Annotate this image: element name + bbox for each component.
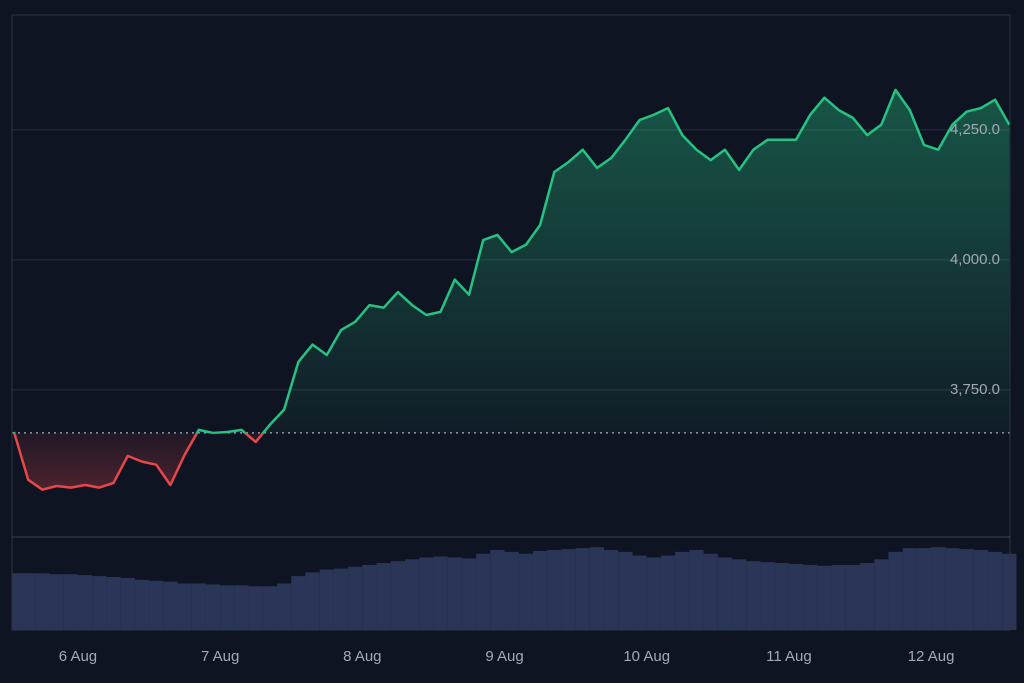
volume-bar [532,550,548,630]
volume-bar [134,579,150,630]
volume-bar [788,563,804,630]
volume-bar [675,551,690,630]
x-tick-label: 11 Aug [766,648,812,665]
volume-bar [248,586,263,630]
volume-bar [518,553,533,630]
volume-bar [376,563,391,630]
volume-bar [333,568,349,630]
volume-bar [888,551,903,630]
x-tick-label: 9 Aug [485,648,523,665]
volume-bar [234,585,249,630]
x-tick-label: 10 Aug [623,648,670,665]
volume-bar [476,553,491,630]
volume-bar [49,574,64,630]
y-tick-label: 4,250.0 [950,121,1000,138]
volume-bar [21,573,36,630]
volume-bar [604,550,619,630]
price-area [14,89,1010,490]
volume-bar [63,574,78,630]
volume-bar [618,551,633,630]
volume-bar [874,559,889,630]
plot [12,88,1011,491]
y-tick-label: 4,000.0 [950,251,1000,268]
volume-bar [732,559,747,630]
labels: 3,750.0 4,000.0 4,250.0 6 Aug 7 Aug 8 Aug 9 Au… [59,121,1000,665]
volume-bar [689,550,704,630]
volume-bar [319,569,334,630]
volume-bar [987,551,1003,630]
volume-bar [774,563,789,630]
volume-bar [760,562,775,630]
volume-bar [405,559,420,630]
y-tick-label: 3,750.0 [950,381,1000,398]
volume-bar [277,583,292,630]
plot-border [11,14,1011,631]
volume-bar [149,580,164,630]
volume-bar [973,550,988,630]
volume-bar [419,557,434,630]
volume-bar [746,561,761,630]
volume-bar [561,549,576,630]
volume-bar [390,561,406,630]
volume-bar [461,558,477,630]
volume-bar [291,576,306,630]
volume-bar [547,550,562,630]
volume-bar [632,555,647,630]
volume-bar [92,576,107,630]
volume-bar [163,581,178,630]
volume-bar [717,557,733,630]
volume-bar [205,584,221,630]
volume-bar [703,553,718,630]
volume-bar [1002,553,1017,630]
volume-bar [646,557,661,630]
volume-bar [177,583,192,630]
price-line [12,88,1011,491]
volume-panel [12,547,1017,630]
volume-bar [817,565,832,630]
x-tick-label: 12 Aug [908,648,955,665]
volume-bar [433,556,448,630]
volume-bar [902,548,917,630]
volume-bar [490,550,505,630]
volume-bar [831,564,846,630]
volume-bar [845,564,860,630]
volume-bar [262,586,278,630]
volume-bar [362,564,377,630]
x-tick-label: 7 Aug [201,648,239,665]
volume-bar [35,573,50,630]
volume-bar [859,563,875,630]
volume-bar [77,575,93,630]
volume-bar [120,577,135,630]
volume-bar [660,555,676,630]
volume-bar [220,585,235,630]
volume-bar [959,549,974,630]
volume-bar [931,547,946,630]
x-tick-label: 8 Aug [343,648,381,665]
x-tick-label: 6 Aug [59,648,97,665]
volume-bar [504,551,519,630]
volume-bar [945,548,960,630]
volume-bar [803,564,818,630]
volume-bar [447,557,462,630]
volume-bar [589,547,605,630]
volume-bar [575,548,590,630]
volume-bar [305,572,320,630]
volume-bar [916,548,932,630]
volume-bar [191,583,206,630]
volume-bar [106,576,121,630]
volume-bar [348,566,363,630]
